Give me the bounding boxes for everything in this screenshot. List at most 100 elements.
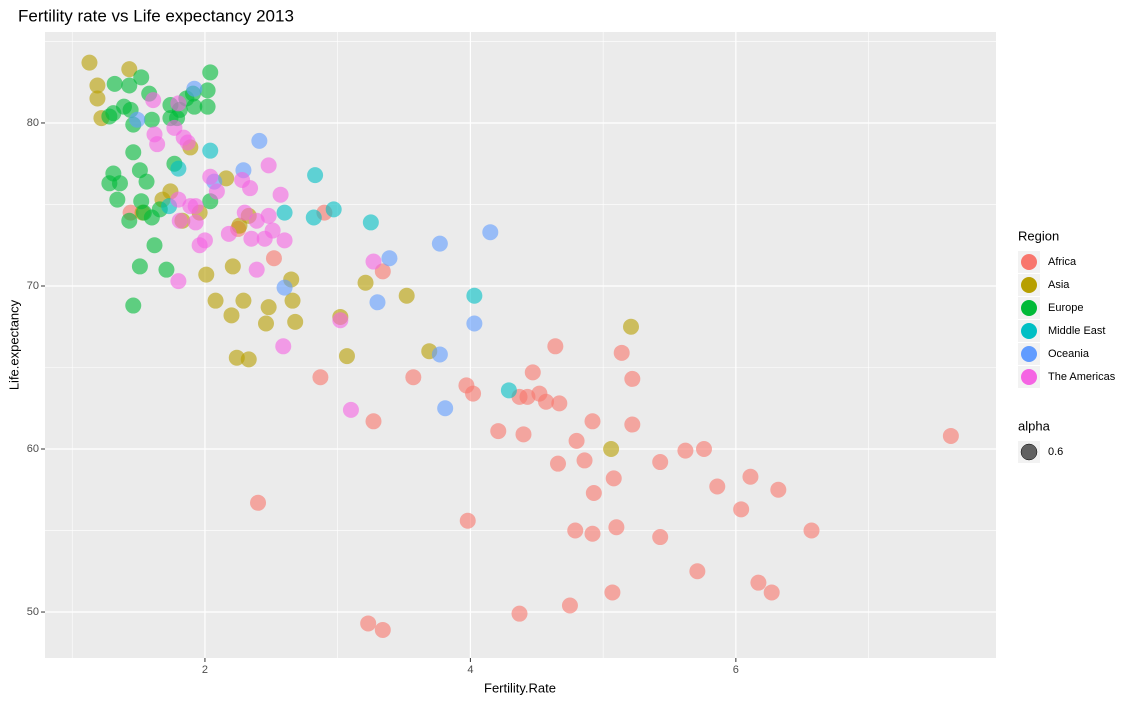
point — [251, 132, 268, 149]
point — [342, 401, 359, 418]
point — [763, 584, 780, 601]
point — [551, 395, 568, 412]
point — [149, 136, 166, 153]
point — [652, 454, 669, 471]
point — [437, 400, 454, 417]
point — [179, 134, 196, 151]
point — [106, 75, 123, 92]
point — [187, 198, 204, 215]
point — [357, 274, 374, 291]
point — [568, 432, 585, 449]
point — [398, 287, 415, 304]
point — [515, 426, 532, 443]
point — [276, 232, 293, 249]
point — [228, 349, 245, 366]
point — [111, 175, 128, 192]
x-tick-label: 2 — [202, 664, 208, 676]
legend-label: 0.6 — [1048, 446, 1063, 458]
point — [524, 364, 541, 381]
point — [81, 54, 98, 71]
plot-panel — [45, 32, 996, 658]
point — [129, 111, 146, 128]
point — [750, 574, 767, 591]
point — [332, 312, 349, 329]
point — [584, 525, 601, 542]
point — [284, 292, 301, 309]
point — [125, 144, 142, 161]
point — [549, 455, 566, 472]
x-tick-label: 6 — [733, 664, 739, 676]
point — [133, 69, 150, 86]
point — [459, 512, 476, 529]
point — [405, 369, 422, 386]
point — [248, 261, 265, 278]
x-axis-label: Fertility.Rate — [484, 680, 556, 695]
point — [276, 279, 293, 296]
point — [338, 348, 355, 365]
y-tick-label: 70 — [27, 280, 39, 292]
legend-label: Oceania — [1048, 348, 1090, 360]
point — [207, 292, 224, 309]
point — [458, 377, 475, 394]
legend-title: Region — [1018, 228, 1059, 243]
point — [191, 237, 208, 254]
point — [143, 111, 160, 128]
point — [138, 173, 155, 190]
legend-label: Africa — [1048, 256, 1077, 268]
point — [260, 157, 277, 174]
point — [121, 61, 138, 78]
point — [365, 413, 382, 430]
point — [170, 95, 187, 112]
point — [695, 441, 712, 458]
point — [511, 605, 528, 622]
point — [257, 315, 274, 332]
chart-title: Fertility rate vs Life expectancy 2013 — [18, 6, 294, 25]
legend-marker — [1021, 254, 1037, 270]
point — [362, 214, 379, 231]
point — [240, 351, 257, 368]
point — [125, 297, 142, 314]
point — [369, 294, 386, 311]
point — [187, 214, 204, 231]
point — [250, 494, 267, 511]
point — [709, 478, 726, 495]
point — [89, 90, 106, 107]
point — [186, 80, 203, 97]
point — [325, 201, 342, 218]
point — [276, 204, 293, 221]
point — [584, 413, 601, 430]
point — [466, 315, 483, 332]
point — [158, 261, 175, 278]
point — [942, 427, 959, 444]
point — [109, 191, 126, 208]
point — [803, 522, 820, 539]
point — [567, 522, 584, 539]
point — [199, 98, 216, 115]
point — [170, 273, 187, 290]
point — [603, 441, 620, 458]
point — [624, 416, 641, 433]
y-tick-label: 80 — [27, 117, 39, 129]
y-tick-label: 50 — [27, 606, 39, 618]
point — [234, 172, 251, 189]
point — [605, 470, 622, 487]
point — [307, 167, 324, 184]
point — [466, 287, 483, 304]
point — [275, 338, 292, 355]
legend-label: Europe — [1048, 302, 1083, 314]
point — [243, 230, 260, 247]
legend-marker — [1021, 277, 1037, 293]
point — [236, 204, 253, 221]
point — [500, 382, 517, 399]
point — [146, 237, 163, 254]
point — [490, 423, 507, 440]
point — [305, 209, 322, 226]
point — [652, 529, 669, 546]
point — [265, 250, 282, 267]
point — [121, 212, 138, 229]
point — [561, 597, 578, 614]
point — [360, 615, 377, 632]
point — [482, 224, 499, 241]
legend-marker — [1021, 346, 1037, 362]
